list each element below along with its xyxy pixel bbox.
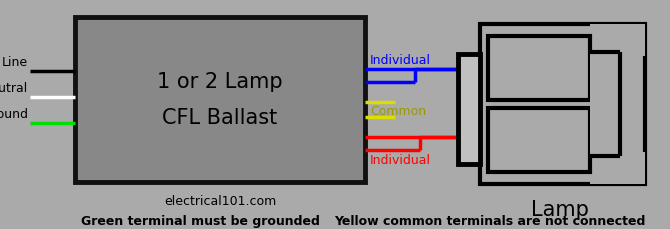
Bar [458,55,480,164]
Bar [590,152,645,184]
Text: Yellow common terminals are not connected: Yellow common terminals are not connecte… [334,214,646,227]
Bar [480,25,645,184]
Text: electrical101.com: electrical101.com [164,194,276,207]
Text: Lamp: Lamp [531,199,589,219]
Bar [75,18,365,182]
Text: CFL Ballast: CFL Ballast [162,108,277,128]
Bar [488,109,590,172]
Text: Common: Common [370,105,426,117]
Text: Green terminal must be grounded: Green terminal must be grounded [80,214,320,227]
Text: Neutral: Neutral [0,82,28,95]
Text: 1 or 2 Lamp: 1 or 2 Lamp [157,72,283,92]
Text: Individual: Individual [370,153,431,166]
Text: Individual: Individual [370,54,431,67]
Bar [590,25,645,57]
Text: Ground: Ground [0,108,28,120]
Bar [488,37,590,101]
Bar [590,53,620,156]
Text: Line: Line [2,56,28,69]
